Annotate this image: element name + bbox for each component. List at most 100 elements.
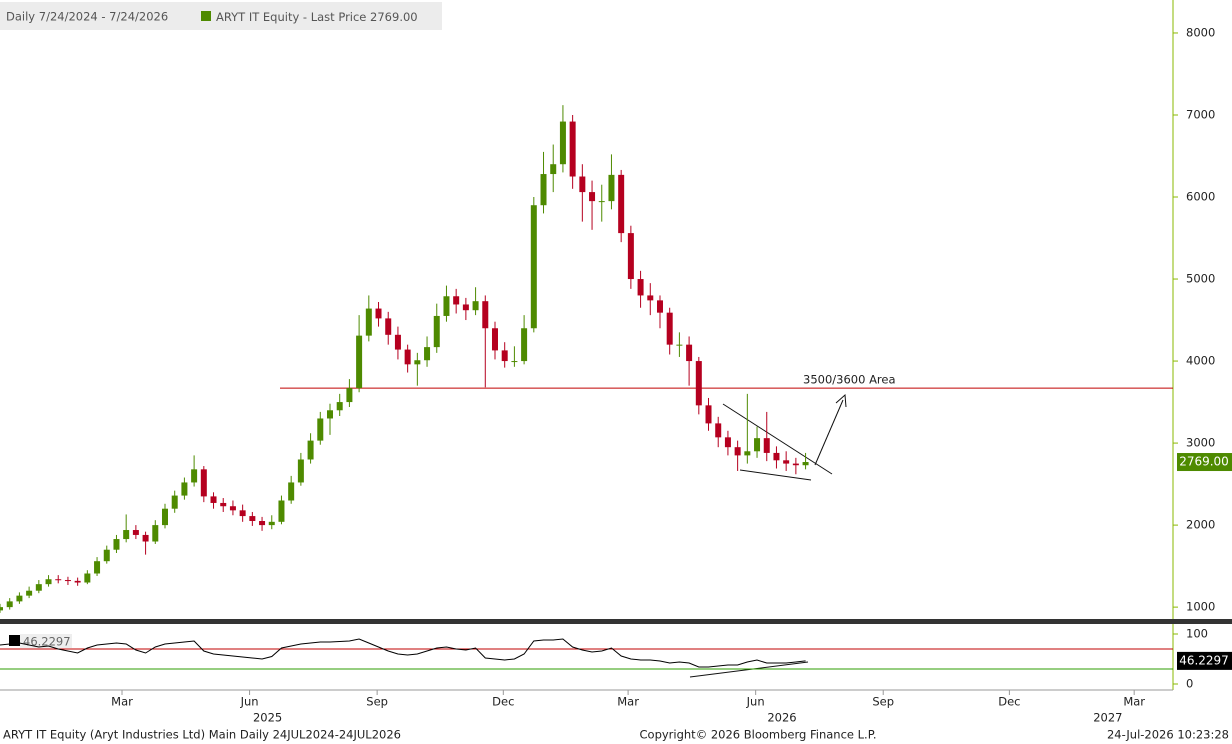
chart-title: Daily 7/24/2024 - 7/24/2026 xyxy=(6,10,168,24)
candle-body xyxy=(414,360,421,365)
candle-body xyxy=(482,301,489,329)
candle-body xyxy=(249,516,256,522)
footer-right: 24-Jul-2026 10:23:28 xyxy=(1107,728,1229,742)
candle-body xyxy=(491,328,498,351)
candle-body xyxy=(64,580,71,582)
candle-body xyxy=(666,312,673,345)
candle-body xyxy=(171,495,178,509)
candle-body xyxy=(0,607,3,611)
candle-body xyxy=(724,437,731,448)
candle-body xyxy=(35,584,42,591)
candle-body xyxy=(744,451,751,456)
x-tick-label: Mar xyxy=(1123,695,1145,709)
x-year-label: 2025 xyxy=(253,711,282,725)
candle-body xyxy=(540,174,547,206)
candle-body xyxy=(763,438,770,453)
candle-body xyxy=(161,508,168,526)
candle-body xyxy=(608,174,615,202)
y-tick-label: 100 xyxy=(1186,627,1208,641)
candle-body xyxy=(26,590,33,596)
candle-body xyxy=(462,304,469,311)
candle-body xyxy=(132,530,139,535)
candle-body xyxy=(569,121,576,177)
footer-center: Copyright© 2026 Bloomberg Finance L.P. xyxy=(640,728,877,742)
candle-body xyxy=(472,301,479,311)
candle-body xyxy=(734,447,741,456)
trend-line xyxy=(722,403,833,475)
candle-body xyxy=(288,482,295,501)
rsi-line xyxy=(0,638,806,668)
candle-body xyxy=(618,174,625,234)
candle-body xyxy=(511,361,518,363)
candle-body xyxy=(676,344,683,346)
candle-body xyxy=(200,469,207,497)
candle-body xyxy=(647,295,654,301)
candle-body xyxy=(559,121,566,165)
candle-body xyxy=(637,279,644,296)
candle-body xyxy=(356,335,363,389)
candle-body xyxy=(404,349,411,365)
x-tick-label: Sep xyxy=(872,695,894,709)
last-price-tag xyxy=(1177,453,1232,472)
y-tick-label: 5000 xyxy=(1186,272,1215,286)
candle-body xyxy=(783,460,790,464)
y-tick-label: 3000 xyxy=(1186,436,1215,450)
candle-body xyxy=(530,205,537,329)
candle-body xyxy=(326,410,333,419)
candle-body xyxy=(686,344,693,362)
candle-body xyxy=(579,176,586,193)
candle-body xyxy=(239,510,246,517)
last-value-tag xyxy=(1177,651,1232,670)
candle-body xyxy=(443,296,450,316)
legend-swatch xyxy=(201,11,211,21)
x-tick-label: Mar xyxy=(111,695,133,709)
candle-body xyxy=(16,595,23,602)
x-tick-label: Sep xyxy=(366,695,388,709)
candle-body xyxy=(792,463,799,466)
legend-name: ARYT IT Equity - Last Price xyxy=(216,10,366,24)
candle-body xyxy=(521,328,528,362)
candle-body xyxy=(6,601,13,608)
arrow-line xyxy=(814,399,844,466)
legend-box xyxy=(0,2,442,30)
y-tick-label: 1000 xyxy=(1186,600,1215,614)
candle-body xyxy=(550,164,557,175)
candle-body xyxy=(229,506,236,511)
candle-body xyxy=(598,201,605,203)
candle-body xyxy=(45,579,52,585)
annotation: 3500/3600 Area xyxy=(803,373,896,387)
candle-body xyxy=(210,496,217,503)
rsi-legend-swatch xyxy=(9,635,20,646)
y-tick-label: 7000 xyxy=(1186,107,1215,121)
candle-body xyxy=(695,361,702,406)
candle-body xyxy=(346,388,353,403)
y-tick-label: 2000 xyxy=(1186,518,1215,532)
x-tick-label: Jun xyxy=(746,695,765,709)
last-value-label: 46.2297 xyxy=(1179,653,1229,667)
panel-separator xyxy=(0,619,1232,624)
candle-body xyxy=(715,423,722,438)
candle-body xyxy=(365,308,372,336)
x-tick-label: Dec xyxy=(492,695,514,709)
y-tick-label: 0 xyxy=(1186,677,1193,691)
x-tick-label: Mar xyxy=(617,695,639,709)
candle-body xyxy=(259,521,266,526)
candle-body xyxy=(152,525,159,542)
candle-body xyxy=(84,573,91,583)
candle-body xyxy=(181,482,188,496)
candle-body xyxy=(501,350,508,362)
y-tick-label: 8000 xyxy=(1186,25,1215,39)
x-tick-label: Jun xyxy=(240,695,259,709)
candle-body xyxy=(433,315,440,348)
rsi-legend-box xyxy=(20,634,72,648)
candle-body xyxy=(773,452,780,461)
candle-body xyxy=(589,192,596,202)
candle-body xyxy=(191,469,198,483)
candle-body xyxy=(802,462,809,466)
candle-body xyxy=(453,296,460,305)
trend-line xyxy=(739,469,812,481)
candle-body xyxy=(705,405,712,424)
x-year-label: 2027 xyxy=(1093,711,1122,725)
candle-body xyxy=(278,500,285,522)
candle-body xyxy=(317,418,324,441)
